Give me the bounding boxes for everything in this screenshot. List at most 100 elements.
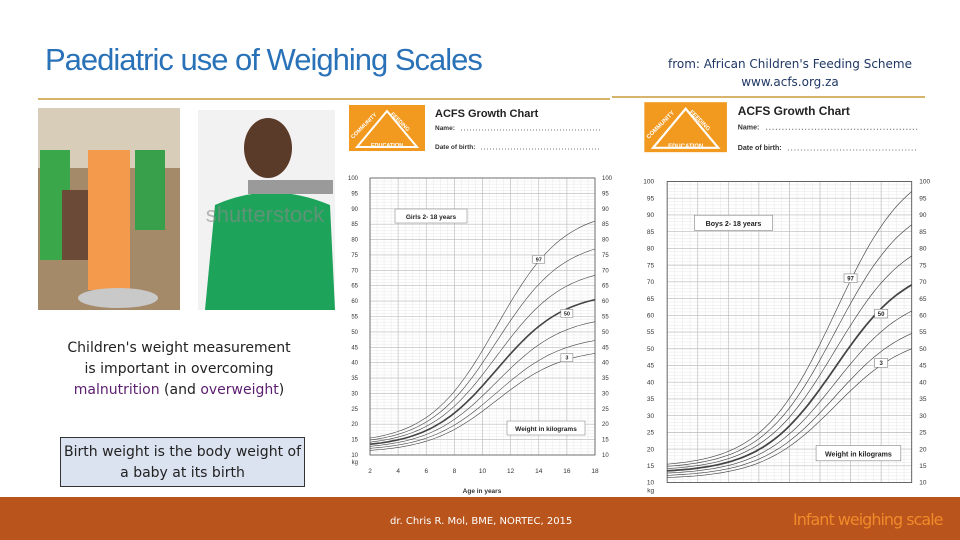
y-tick-label: 85 — [351, 222, 358, 228]
x-tick-label: 14 — [535, 468, 543, 475]
curve — [369, 248, 596, 441]
group-box — [694, 214, 773, 231]
dob-label: Date of birth: — [435, 144, 475, 151]
percentile-label: 3 — [565, 356, 568, 362]
y-axis-label: Weight in kilograms — [515, 426, 577, 433]
chart-bg — [345, 103, 610, 495]
y-tick-label: 15 — [647, 463, 655, 470]
y-tick-label: 40 — [919, 379, 927, 386]
credit: dr. Chris R. Mol, BME, NORTEC, 2015 — [390, 516, 573, 527]
y-tick-label: 15 — [351, 438, 358, 444]
curve — [369, 321, 596, 447]
percentile-box — [843, 273, 858, 283]
y-tick-label: 55 — [647, 329, 655, 336]
curve — [667, 348, 912, 478]
curve — [369, 275, 596, 443]
y-tick-label: 100 — [348, 176, 359, 182]
footer-tag: Infant weighing scale — [793, 510, 944, 529]
percentile-label: 50 — [564, 311, 570, 317]
y-tick-label: 55 — [351, 315, 358, 321]
y-tick-label: 40 — [647, 379, 655, 386]
y-tick-label: 90 — [602, 207, 609, 213]
curve — [369, 298, 596, 445]
curve — [369, 220, 596, 439]
y-tick-label: 80 — [351, 238, 358, 244]
percentile-label: 3 — [879, 361, 883, 367]
definition-text: is the body weight of a baby at its birt… — [120, 444, 301, 481]
y-tick-label: 100 — [643, 179, 654, 186]
dob-label: Date of birth: — [738, 145, 782, 152]
watermark: shutterstock — [206, 202, 326, 227]
curve — [667, 255, 912, 469]
y-tick-label: 45 — [647, 363, 655, 370]
y-tick-label: 65 — [351, 284, 358, 290]
y-tick-label: 80 — [647, 246, 655, 253]
y-tick-label: 95 — [647, 195, 655, 202]
y-tick-label: 65 — [602, 284, 609, 290]
y-tick-label: 90 — [919, 212, 927, 219]
curve — [667, 224, 912, 467]
source-line: from: African Children's Feeding Scheme — [668, 57, 912, 71]
x-tick-label: 12 — [507, 468, 515, 475]
percentile-box — [560, 353, 574, 362]
y-tick-label: 90 — [351, 207, 358, 213]
y-tick-label: 10 — [602, 453, 609, 459]
y-tick-label: 85 — [602, 222, 609, 228]
y-tick-label: 30 — [919, 413, 927, 420]
percentile-box — [874, 309, 888, 319]
plot-frame — [666, 181, 913, 483]
y-label-box — [506, 420, 586, 436]
graphics: shutterstock COMMUNITY FEEDINGEDUCATIONAC… — [38, 96, 931, 497]
logo — [349, 105, 425, 151]
group-label: Boys 2- 18 years — [706, 221, 762, 228]
y-tick-label: 50 — [647, 346, 655, 353]
logo-word: EDUCATION — [371, 143, 403, 149]
percentile-box — [560, 309, 574, 318]
y-tick-label: 25 — [351, 407, 358, 413]
y-tick-label: 15 — [602, 438, 609, 444]
x-tick-label: 16 — [563, 468, 571, 475]
children-photo — [38, 108, 180, 310]
curve — [667, 333, 912, 476]
y-tick-label: 35 — [351, 376, 358, 382]
slide-title: Paediatric use of Weighing Scales — [45, 42, 483, 77]
y-tick-label: 65 — [647, 296, 655, 303]
caption-text: Children's weight measurement is importa… — [67, 340, 291, 377]
x-tick-label: 4 — [396, 468, 400, 475]
logo-mark — [650, 106, 721, 149]
y-tick-label: 65 — [919, 296, 927, 303]
chart-title: ACFS Growth Chart — [435, 108, 539, 120]
y-tick-label: 25 — [602, 407, 609, 413]
caption-highlight: overweight — [200, 382, 279, 398]
x-tick-label: 10 — [479, 468, 487, 475]
y-tick-label: 10 — [351, 453, 358, 459]
y-label-box — [815, 445, 902, 462]
group-box — [394, 208, 468, 224]
y-tick-label: 85 — [919, 229, 927, 236]
y-tick-label: 20 — [647, 446, 655, 453]
y-tick-label: 80 — [919, 246, 927, 253]
source: from: African Children's Feeding Scheme … — [655, 55, 925, 91]
y-tick-label: 75 — [919, 262, 927, 269]
y-tick-label: 45 — [602, 345, 609, 351]
y-tick-label: 75 — [351, 253, 358, 259]
y-tick-label: 60 — [647, 312, 655, 319]
y-tick-label: 30 — [647, 413, 655, 420]
y-tick-label: 95 — [351, 191, 358, 197]
y-tick-label: 15 — [919, 463, 927, 470]
x-axis-label: Age in years — [463, 488, 502, 495]
y-tick-label: 45 — [351, 345, 358, 351]
x-tick-label: 2 — [368, 468, 372, 475]
group-label: Girls 2- 18 years — [406, 214, 457, 221]
y-tick-label: 25 — [919, 430, 927, 437]
chart-title: ACFS Growth Chart — [738, 104, 850, 118]
footer-band — [0, 497, 960, 540]
y-tick-label: 95 — [602, 191, 609, 197]
y-tick-label: 70 — [602, 268, 609, 274]
y-tick-label: 70 — [351, 268, 358, 274]
y-tick-label: 95 — [919, 195, 927, 202]
y-tick-label: 10 — [919, 480, 927, 487]
y-tick-label: 10 — [647, 480, 655, 487]
